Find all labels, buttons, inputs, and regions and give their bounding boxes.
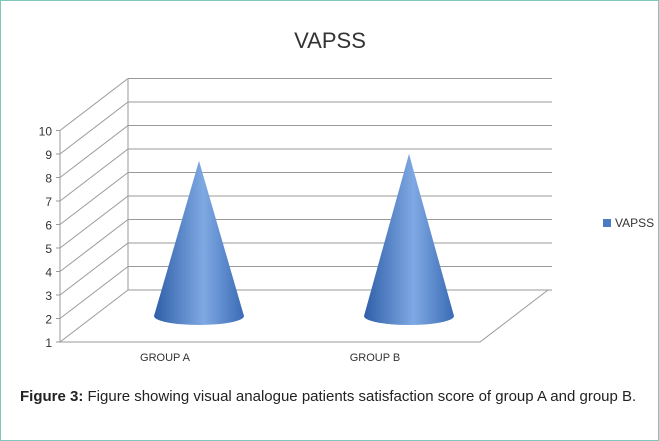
grid-line <box>59 172 129 225</box>
grid-line <box>59 242 129 296</box>
grid-line <box>59 266 129 319</box>
grid-line <box>59 289 129 343</box>
cone <box>364 153 454 325</box>
y-tick-label: 4 <box>45 266 52 280</box>
legend-swatch <box>603 219 611 227</box>
chart-title: VAPSS <box>294 28 366 53</box>
y-tick-label: 8 <box>45 172 52 186</box>
grid-line <box>59 125 129 178</box>
y-tick-label: 6 <box>45 219 52 233</box>
y-tick-label: 7 <box>45 195 52 209</box>
y-tick-label: 9 <box>45 148 52 162</box>
caption-text: Figure showing visual analogue patients … <box>87 388 637 405</box>
floor <box>60 289 549 343</box>
grid-line <box>59 219 129 272</box>
grid-line <box>59 78 129 131</box>
y-tick-label: 3 <box>45 289 52 303</box>
y-tick-label: 1 <box>45 336 52 350</box>
y-tick-label: 2 <box>45 313 52 327</box>
legend-label: VAPSS <box>615 216 654 230</box>
grid-line <box>59 101 129 155</box>
grid-line <box>59 195 129 249</box>
chart: VAPSS 1 2 3 4 5 6 7 8 9 10 GROUP A GROUP B VAPSS <box>39 28 655 364</box>
grid-line <box>59 148 129 202</box>
cone <box>154 160 244 325</box>
caption-label: Figure 3: <box>20 388 84 405</box>
y-tick-label: 5 <box>45 242 52 256</box>
y-tick-label: 10 <box>39 125 53 139</box>
caption: Figure 3: Figure showing visual analogue… <box>20 386 650 408</box>
x-tick-label: GROUP B <box>350 352 401 364</box>
x-tick-label: GROUP A <box>140 352 191 364</box>
